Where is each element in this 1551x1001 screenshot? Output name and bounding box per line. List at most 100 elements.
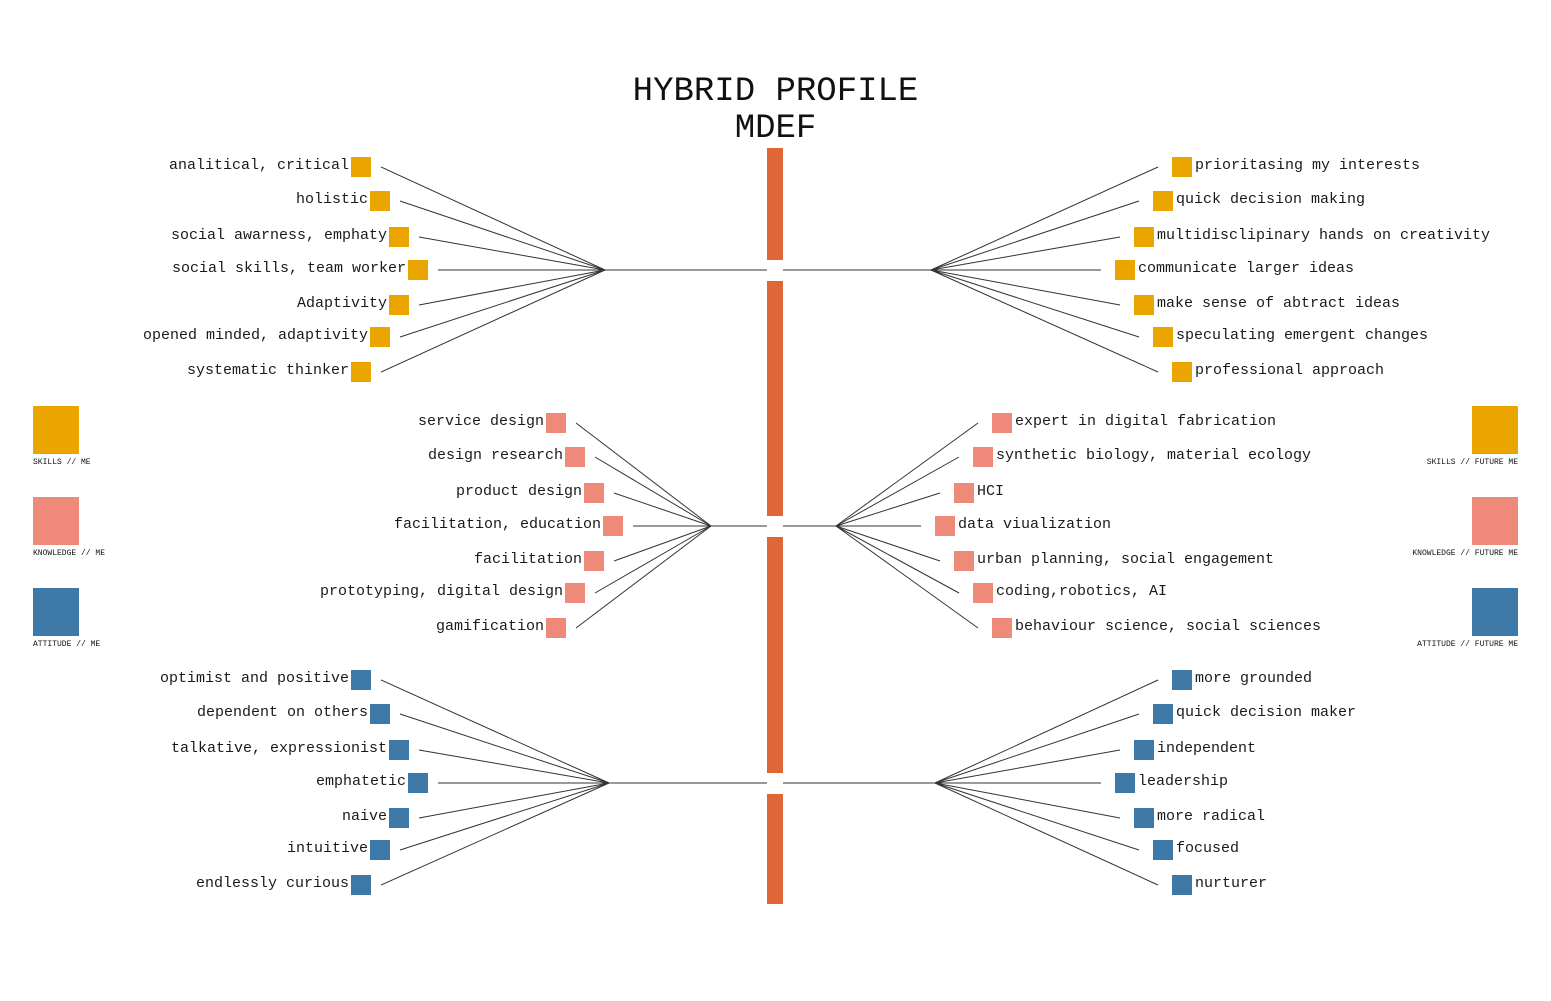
connector-attitude-future-me [934, 782, 1159, 886]
label-attitude-future-me: quick decision maker [1176, 704, 1357, 721]
label-knowledge-me: service design [417, 413, 544, 430]
label-skills-me: systematic thinker [186, 362, 349, 379]
connector-knowledge-me [594, 456, 712, 527]
label-attitude-me: emphatetic [315, 773, 406, 790]
legend-swatch-skills-future-me [1472, 406, 1518, 454]
connector-attitude-future-me [934, 679, 1159, 784]
node-attitude-me [408, 773, 428, 793]
node-knowledge-future-me [973, 447, 993, 467]
node-skills-future-me [1172, 157, 1192, 177]
legend-swatch-knowledge-me [33, 497, 79, 545]
label-attitude-future-me: focused [1176, 840, 1240, 857]
label-attitude-me: intuitive [286, 840, 368, 857]
connector-attitude-me [418, 749, 610, 784]
label-skills-future-me: quick decision making [1176, 191, 1366, 208]
node-knowledge-future-me [992, 618, 1012, 638]
label-skills-future-me: professional approach [1195, 362, 1385, 379]
legend-label-attitude-future-me: ATTITUDE // FUTURE ME [1417, 640, 1518, 649]
node-skills-me [389, 295, 409, 315]
label-attitude-me: dependent on others [196, 704, 368, 721]
connector-attitude-me [380, 782, 610, 886]
node-skills-me [370, 191, 390, 211]
node-knowledge-me [546, 618, 566, 638]
node-attitude-future-me [1153, 840, 1173, 860]
label-knowledge-future-me: HCI [977, 483, 1005, 500]
connector-attitude-future-me [934, 713, 1140, 784]
node-attitude-future-me [1153, 704, 1173, 724]
label-skills-future-me: speculating emergent changes [1176, 327, 1429, 344]
connector-skills-me [418, 236, 606, 271]
spine-segment [767, 794, 783, 904]
legend-swatch-skills-me [33, 406, 79, 454]
label-skills-future-me: communicate larger ideas [1138, 260, 1355, 277]
spine-segment [767, 281, 783, 516]
label-knowledge-me: design research [427, 447, 563, 464]
node-knowledge-future-me [935, 516, 955, 536]
diagram-title: HYBRID PROFILE MDEF [0, 74, 1551, 148]
connector-knowledge-future-me [835, 525, 960, 594]
connector-attitude-me [418, 782, 610, 819]
connector-attitude-me [380, 679, 610, 784]
legend-swatch-attitude-me [33, 588, 79, 636]
connector-knowledge-me [594, 525, 712, 594]
node-skills-me [351, 362, 371, 382]
connector-knowledge-future-me [835, 456, 960, 527]
node-skills-me [408, 260, 428, 280]
node-attitude-me [389, 740, 409, 760]
legend-label-skills-future-me: SKILLS // FUTURE ME [1426, 458, 1518, 467]
label-attitude-future-me: nurturer [1195, 875, 1268, 892]
connector-skills-future-me [930, 269, 1140, 338]
spine-segment [767, 537, 783, 773]
connector-knowledge-future-me [835, 492, 941, 527]
label-skills-me: holistic [295, 191, 368, 208]
connector-attitude-future-me [934, 749, 1121, 784]
node-skills-future-me [1153, 327, 1173, 347]
node-skills-future-me [1134, 295, 1154, 315]
legend-swatch-attitude-future-me [1472, 588, 1518, 636]
connector-knowledge-future-me [835, 525, 941, 562]
legend-label-knowledge-me: KNOWLEDGE // ME [33, 549, 106, 558]
label-knowledge-future-me: urban planning, social engagement [977, 551, 1275, 568]
label-skills-me: social awarness, emphaty [170, 227, 387, 244]
connector-skills-me [399, 269, 606, 338]
node-attitude-future-me [1115, 773, 1135, 793]
connector-skills-future-me [930, 269, 1159, 373]
node-attitude-me [370, 704, 390, 724]
label-attitude-future-me: leadership [1138, 773, 1229, 790]
node-attitude-future-me [1134, 740, 1154, 760]
node-attitude-future-me [1172, 670, 1192, 690]
legend-label-attitude-me: ATTITUDE // ME [33, 640, 101, 649]
connector-skills-me [418, 269, 606, 306]
spine-segment [767, 148, 783, 260]
node-attitude-me [351, 670, 371, 690]
label-attitude-future-me: more grounded [1195, 670, 1313, 687]
node-attitude-me [370, 840, 390, 860]
label-knowledge-me: facilitation, education [393, 516, 601, 533]
connector-skills-future-me [930, 200, 1140, 271]
label-skills-me: social skills, team worker [171, 260, 406, 277]
node-knowledge-me [584, 551, 604, 571]
connector-knowledge-me [613, 525, 712, 562]
label-knowledge-me: prototyping, digital design [319, 583, 563, 600]
label-knowledge-future-me: coding,robotics, AI [996, 583, 1168, 600]
connector-attitude-future-me [934, 782, 1121, 819]
legend-label-knowledge-future-me: KNOWLEDGE // FUTURE ME [1412, 549, 1518, 558]
node-knowledge-future-me [992, 413, 1012, 433]
label-attitude-future-me: independent [1157, 740, 1257, 757]
label-skills-me: Adaptivity [296, 295, 387, 312]
connector-skills-future-me [930, 236, 1121, 271]
connector-skills-me [380, 166, 606, 271]
label-attitude-me: endlessly curious [195, 875, 349, 892]
node-skills-me [389, 227, 409, 247]
legend-label-skills-me: SKILLS // ME [33, 458, 91, 467]
node-skills-future-me [1153, 191, 1173, 211]
label-knowledge-me: facilitation [473, 551, 582, 568]
label-knowledge-future-me: data viualization [958, 516, 1112, 533]
node-knowledge-future-me [954, 483, 974, 503]
node-attitude-future-me [1172, 875, 1192, 895]
label-skills-me: analitical, critical [168, 157, 349, 174]
node-skills-future-me [1172, 362, 1192, 382]
node-attitude-me [389, 808, 409, 828]
